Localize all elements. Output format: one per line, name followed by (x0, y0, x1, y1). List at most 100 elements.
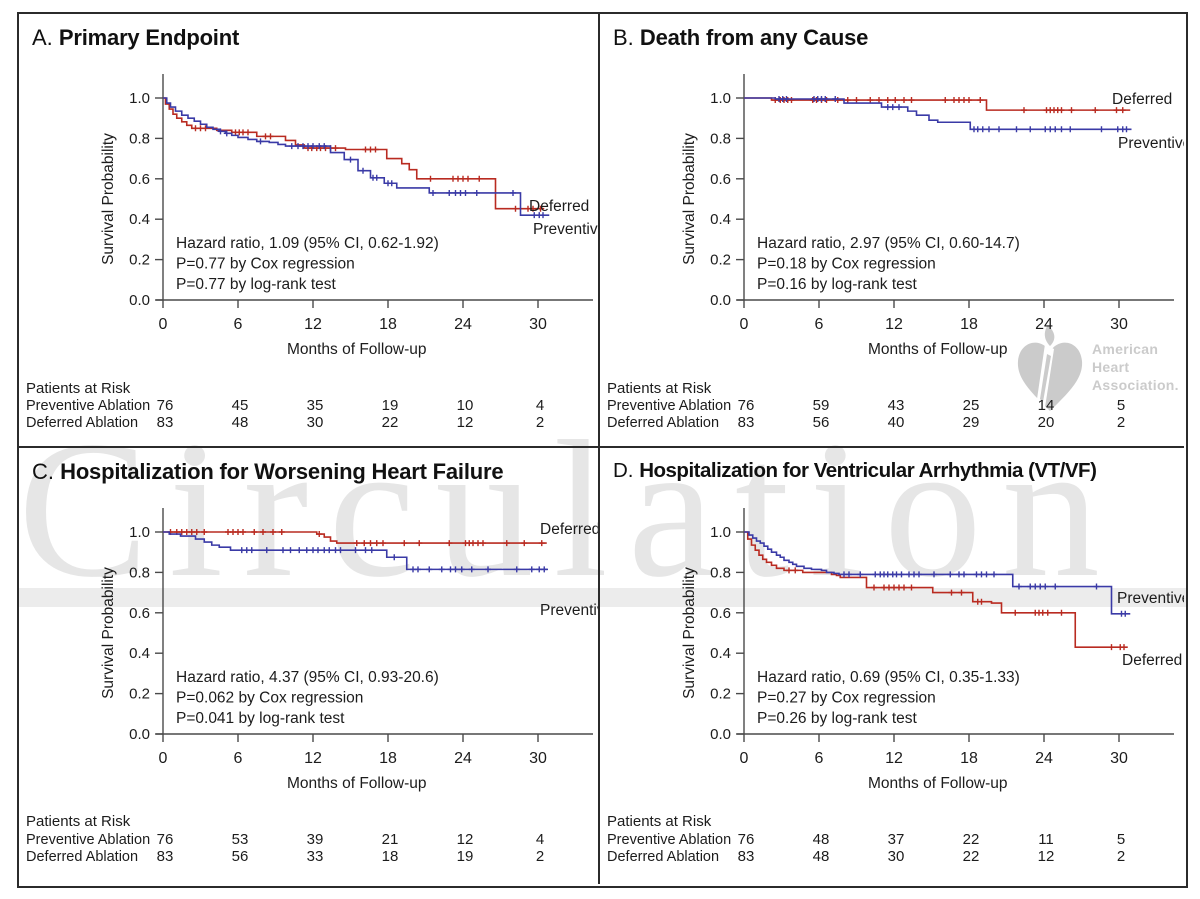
x-tick-label: 18 (960, 316, 978, 333)
x-tick-label: 30 (529, 316, 547, 333)
risk-value-preventive: 35 (307, 397, 324, 414)
y-axis-title: Survival Probability (100, 133, 117, 265)
risk-value-deferred: 40 (888, 414, 905, 431)
censor-mark-deferred (1044, 609, 1051, 616)
risk-value-preventive: 5 (1117, 397, 1125, 414)
risk-value-deferred: 2 (536, 414, 544, 431)
km-curve-preventive (163, 531, 548, 571)
risk-row-label-preventive: Preventive Ablation (607, 398, 731, 414)
censor-mark-preventive (326, 547, 333, 554)
aha-line-1: American (1092, 341, 1159, 357)
y-tick-label: 0.4 (129, 645, 150, 662)
censor-mark-preventive (822, 96, 829, 103)
censor-mark-preventive (1027, 126, 1034, 133)
censor-mark-preventive (983, 571, 990, 578)
censor-mark-preventive (1016, 583, 1022, 590)
km-curve-preventive (744, 97, 1132, 131)
x-tick-label: 12 (885, 316, 903, 333)
censor-mark-preventive (263, 547, 270, 554)
censor-mark-preventive (362, 547, 369, 554)
x-tick-label: 6 (234, 316, 243, 333)
censor-mark-preventive (513, 566, 520, 573)
censor-mark-deferred (260, 529, 266, 535)
censor-mark-preventive (832, 96, 839, 103)
panel-divider-vertical (598, 12, 600, 884)
censor-mark-preventive (248, 547, 255, 554)
censor-mark-preventive (1058, 126, 1065, 133)
y-tick-label: 0.6 (129, 171, 150, 188)
panel-title-text: Death from any Cause (639, 25, 869, 50)
risk-value-deferred: 12 (1038, 848, 1055, 865)
risk-value-deferred: 12 (457, 414, 474, 431)
x-axis-title: Months of Follow-up (287, 341, 427, 358)
x-tick-label: 18 (379, 316, 397, 333)
km-curve-preventive (744, 531, 1131, 615)
censor-mark-preventive (961, 571, 967, 578)
censor-mark-preventive (287, 547, 294, 554)
y-tick-label: 0.0 (129, 292, 150, 309)
censor-mark-deferred (476, 175, 483, 182)
y-tick-label: 0.0 (129, 726, 150, 743)
panel-b-death-any-cause: B. Death from any Cause 0.0 0.2 0.4 0.6 0.8 1… (600, 14, 1184, 446)
y-tick-label: 0.8 (129, 564, 150, 581)
risk-row-label-deferred: Deferred Ablation (26, 415, 138, 431)
y-tick-label: 0.2 (710, 252, 731, 269)
risk-value-deferred: 18 (382, 848, 399, 865)
censor-mark-preventive (368, 547, 375, 554)
km-curve-preventive (163, 97, 550, 216)
censor-mark-deferred (251, 529, 258, 535)
censor-mark-preventive (426, 566, 433, 573)
risk-value-deferred: 30 (888, 848, 905, 865)
aha-heart-torch-icon (1017, 325, 1083, 414)
censor-mark-deferred (867, 97, 874, 104)
risk-value-deferred: 56 (232, 848, 249, 865)
censor-mark-deferred (948, 589, 955, 596)
censor-mark-preventive (280, 547, 286, 554)
censor-mark-deferred (1092, 107, 1099, 114)
panel-letter: C. (32, 459, 54, 484)
risk-value-preventive: 5 (1117, 831, 1125, 848)
risk-value-deferred: 48 (232, 414, 249, 431)
risk-value-deferred: 33 (307, 848, 324, 865)
curve-label-deferred: Deferred (540, 521, 598, 538)
km-plot-c: 0.0 0.2 0.4 0.6 0.8 1.0 0 6 12 18 24 30 Months of Fo… (26, 508, 598, 865)
censor-mark-preventive (947, 571, 954, 578)
stats-line-3: P=0.16 by log-rank test (757, 276, 918, 293)
censor-mark-deferred (361, 540, 368, 547)
censor-mark-deferred (792, 567, 799, 574)
censor-mark-deferred (530, 205, 536, 212)
x-tick-label: 30 (1110, 750, 1128, 767)
censor-mark-preventive (485, 566, 491, 573)
y-tick-label: 0.2 (710, 686, 731, 703)
censor-mark-deferred (353, 540, 360, 547)
x-tick-label: 24 (1035, 750, 1053, 767)
risk-value-preventive: 4 (536, 831, 544, 848)
censor-mark-preventive (1098, 126, 1105, 133)
censor-mark-preventive (986, 126, 992, 133)
x-tick-label: 0 (740, 316, 749, 333)
censor-mark-deferred (1121, 644, 1127, 651)
censor-mark-preventive (352, 547, 359, 554)
curve-label-preventive: Preventive (533, 221, 598, 238)
panel-c-title: C. Hospitalization for Worsening Heart F… (32, 459, 504, 485)
panel-letter: A. (32, 25, 53, 50)
censor-mark-preventive (1042, 583, 1049, 590)
censor-mark-preventive (889, 104, 896, 111)
censor-mark-preventive (360, 167, 366, 174)
risk-value-deferred: 2 (1117, 414, 1125, 431)
censor-mark-preventive (931, 571, 937, 578)
censor-mark-deferred (871, 584, 877, 591)
censor-mark-deferred (977, 97, 984, 104)
y-tick-label: 1.0 (710, 524, 731, 541)
panel-letter: D. (613, 459, 634, 482)
risk-value-deferred: 2 (1117, 848, 1125, 865)
censor-mark-deferred (876, 97, 882, 104)
stats-line-2: P=0.27 by Cox regression (757, 690, 936, 707)
y-tick-label: 0.4 (129, 211, 150, 228)
aha-logo: American Heart Association. (1014, 324, 1184, 432)
censor-mark-deferred (1119, 107, 1126, 114)
risk-table-header: Patients at Risk (26, 813, 131, 830)
censor-mark-preventive (446, 189, 453, 196)
y-tick-label: 0.4 (710, 211, 731, 228)
y-axis-title: Survival Probability (681, 567, 698, 699)
